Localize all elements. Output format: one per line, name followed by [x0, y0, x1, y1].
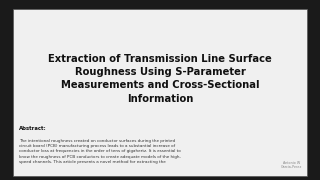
Text: Antonio W
Garcia-Perez: Antonio W Garcia-Perez	[281, 161, 302, 169]
FancyBboxPatch shape	[13, 9, 307, 176]
Text: Abstract:: Abstract:	[19, 126, 47, 131]
Text: Extraction of Transmission Line Surface
Roughness Using S-Parameter
Measurements: Extraction of Transmission Line Surface …	[48, 54, 272, 104]
Text: The intentional roughness created on conductor surfaces during the printed
circu: The intentional roughness created on con…	[19, 139, 181, 164]
